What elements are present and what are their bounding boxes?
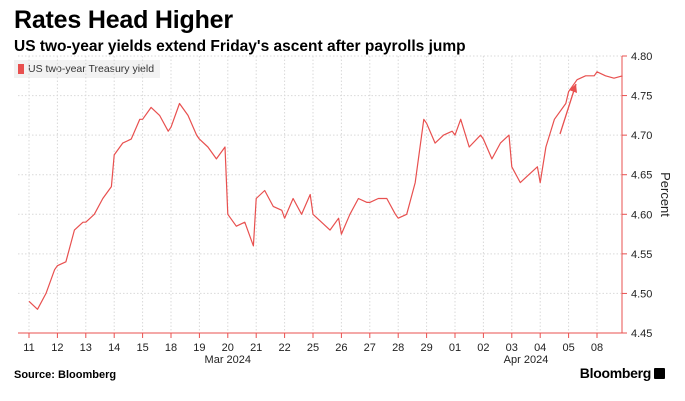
x-tick-label: 08 (591, 342, 603, 354)
x-tick-label: 18 (165, 342, 177, 354)
brand-icon (654, 367, 665, 379)
x-month-label: Apr 2024 (504, 354, 549, 366)
x-tick-label: 25 (307, 342, 319, 354)
legend-label: US two-year Treasury yield (28, 63, 155, 75)
x-tick-label: 26 (335, 342, 347, 354)
x-month-label: Mar 2024 (205, 354, 251, 366)
grid-layer (18, 55, 622, 333)
x-tick-label: 13 (80, 342, 92, 354)
chart-legend: US two-year Treasury yield (14, 60, 161, 78)
y-tick-label: 4.70 (631, 130, 652, 142)
x-tick-label: 02 (477, 342, 489, 354)
y-axis-title: Percent (658, 172, 673, 217)
y-tick-label: 4.75 (631, 91, 652, 103)
brand-logo: Bloomberg (580, 365, 665, 381)
x-tick-label: 11 (23, 342, 34, 354)
annotation-layer (559, 83, 577, 135)
x-tick-label: 14 (108, 342, 120, 354)
x-tick-label: 12 (51, 342, 63, 354)
x-tick-label: 05 (562, 342, 574, 354)
x-tick-label: 29 (420, 342, 432, 354)
arrow-shaft (559, 83, 577, 135)
x-tick-label: 28 (392, 342, 404, 354)
x-tick-label: 04 (534, 342, 546, 354)
y-tick-label: 4.50 (631, 288, 652, 300)
x-tick-label: 01 (449, 342, 461, 354)
x-tick-label: 22 (278, 342, 290, 354)
arrow-head (569, 84, 577, 93)
y-tick-label: 4.80 (631, 51, 652, 63)
source-note: Source: Bloomberg (14, 369, 117, 381)
series-line (28, 71, 623, 310)
x-tick-label: 03 (506, 342, 518, 354)
x-tick-label: 19 (193, 342, 205, 354)
y-tick-label: 4.60 (631, 209, 652, 221)
legend-swatch (18, 64, 24, 74)
axis-layer: 4.45 4.50 4.55 4.60 4.65 4.70 4.75 4.80 11 12 13 14… (18, 51, 652, 366)
y-tick-label: 4.45 (631, 328, 652, 340)
x-tick-label: 15 (136, 342, 148, 354)
chart-title: Rates Head Higher (14, 6, 233, 34)
x-tick-label: 27 (364, 342, 376, 354)
series-layer (28, 71, 623, 310)
y-tick-label: 4.55 (631, 249, 652, 261)
y-tick-label: 4.65 (631, 170, 652, 182)
x-tick-label: 20 (222, 342, 234, 354)
chart-subtitle: US two-year yields extend Friday's ascen… (14, 38, 466, 55)
x-tick-label: 21 (250, 342, 262, 354)
brand-name: Bloomberg (579, 365, 652, 381)
